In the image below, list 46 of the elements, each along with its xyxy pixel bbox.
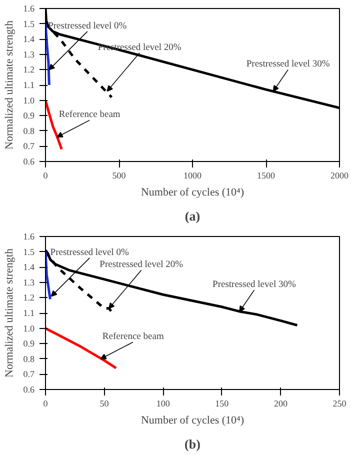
line-series: [46, 22, 50, 86]
y-tick-label: 1.1: [23, 80, 34, 90]
x-axis-title: Number of cycles (10⁴): [140, 186, 244, 198]
y-tick-label: 1.5: [23, 246, 35, 257]
x-tick-label: 100: [156, 398, 170, 408]
x-tick-label: 0: [43, 398, 48, 408]
annotation: Prestressed level 0%: [50, 248, 129, 258]
annotation: Prestressed level 30%: [212, 280, 296, 290]
y-axis-title: Normalized ultimate strength: [3, 248, 16, 378]
y-tick-label: 0.8: [23, 354, 35, 364]
y-tick-label: 1.0: [23, 95, 35, 106]
annotation: Reference beam: [58, 110, 121, 120]
x-tick-label: 200: [274, 398, 288, 408]
y-tick-label: 1.3: [23, 49, 35, 60]
y-tick-label: 0.7: [23, 141, 35, 152]
annotation: Prestressed level 30%: [246, 60, 330, 70]
x-tick-label: 2000: [330, 170, 349, 180]
y-tick-label: 1.2: [23, 64, 34, 75]
y-axis-title: Normalized ultimate strength: [3, 20, 16, 150]
y-tick-label: 1.0: [23, 323, 35, 334]
text: (a): [184, 208, 200, 224]
y-tick-label: 0.9: [23, 110, 35, 121]
annotation: Reference beam: [102, 332, 164, 342]
y-tick-label: 0.9: [23, 338, 35, 349]
y-tick-label: 0.8: [23, 126, 35, 136]
x-tick-label: 0: [43, 170, 48, 180]
y-tick-label: 1.4: [23, 262, 35, 272]
y-tick-label: 1.6: [23, 4, 35, 14]
x-tick-label: 250: [332, 398, 347, 408]
y-tick-label: 1.1: [23, 308, 34, 318]
x-tick-label: 1000: [184, 170, 202, 180]
y-tick-label: 1.3: [23, 277, 35, 288]
x-tick-label: 1500: [257, 170, 276, 180]
x-tick-label: 500: [112, 170, 126, 180]
y-tick-label: 0.6: [23, 156, 35, 166]
y-tick-label: 1.2: [23, 292, 34, 303]
y-tick-label: 1.4: [23, 34, 35, 44]
y-tick-label: 1.5: [23, 18, 35, 29]
x-tick-label: 150: [215, 398, 230, 408]
y-tick-label: 0.6: [23, 384, 35, 394]
y-tick-label: 1.6: [23, 232, 35, 242]
x-axis-title: Number of cycles (10⁴): [140, 414, 244, 426]
text: (b): [184, 436, 200, 452]
x-tick-label: 50: [100, 398, 110, 408]
y-tick-label: 0.7: [23, 369, 35, 380]
annotation: Prestressed level 20%: [100, 260, 184, 270]
